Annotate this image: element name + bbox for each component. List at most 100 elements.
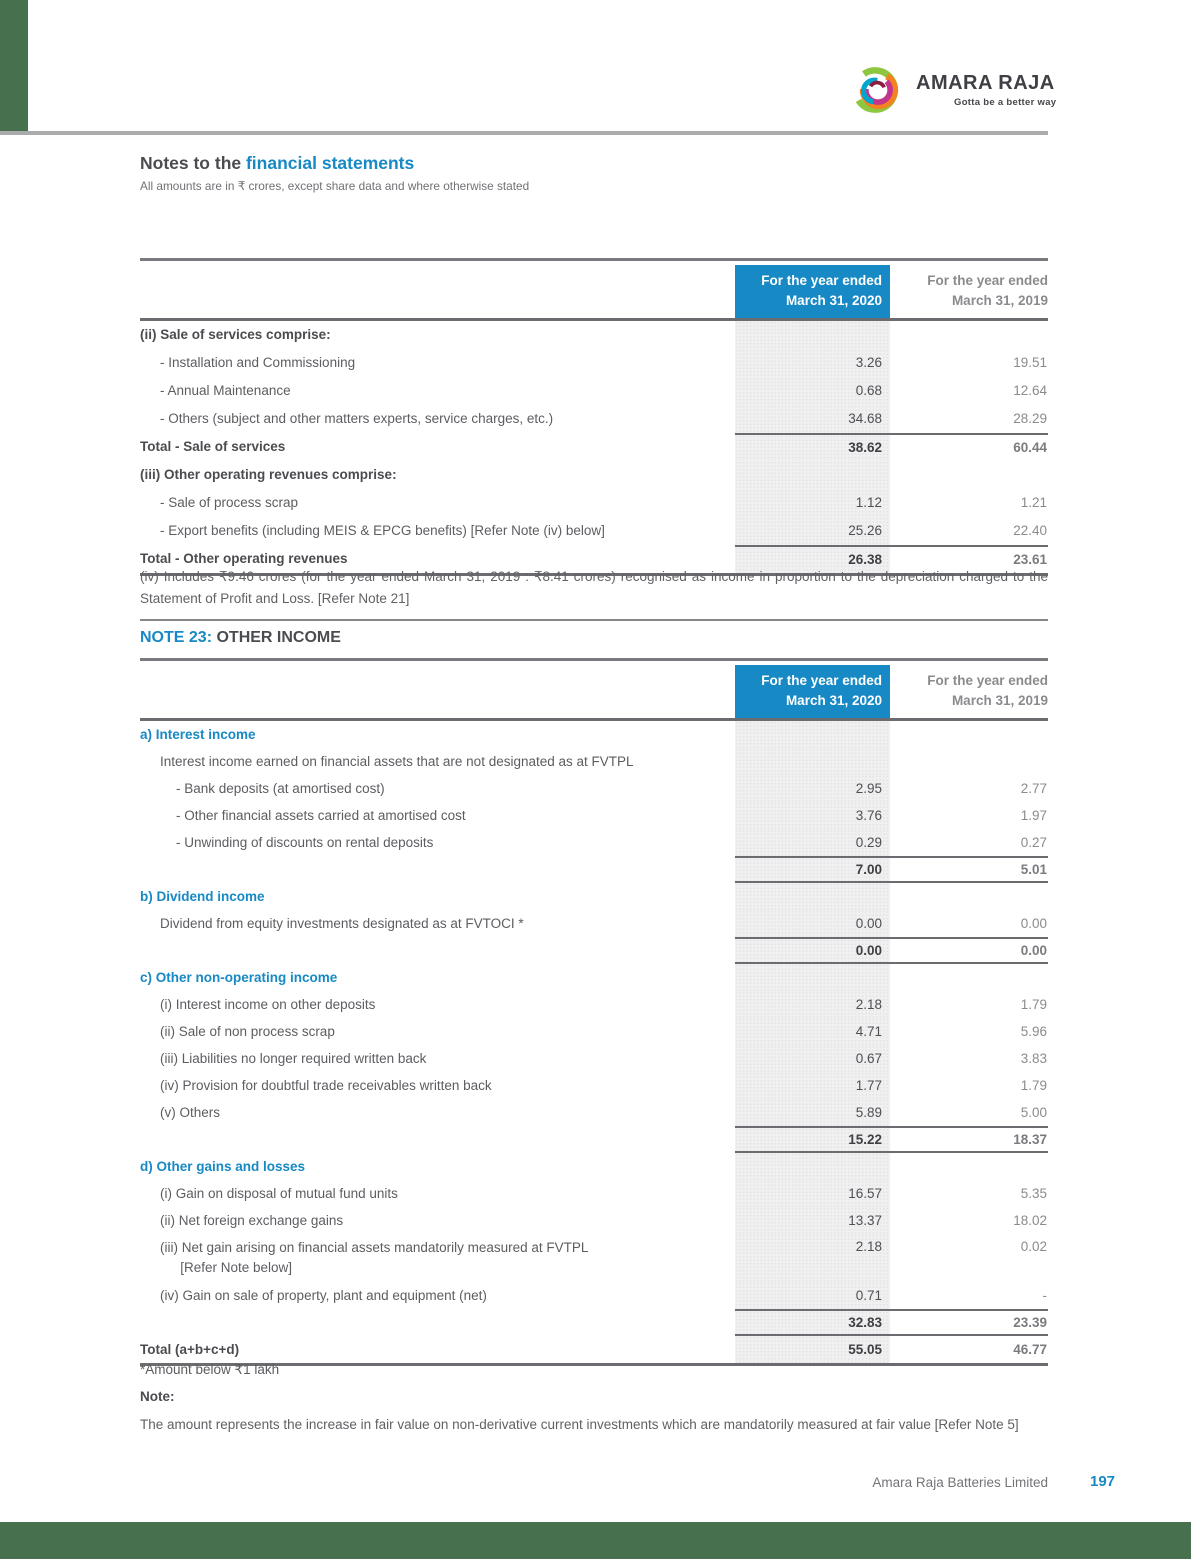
decor-bottom-band [0, 1522, 1191, 1559]
row-label: (iv) Gain on sale of property, plant and… [160, 1287, 487, 1303]
value-fy2020: 26.38 [735, 544, 890, 573]
value-fy2020: 2.18 [735, 990, 890, 1018]
value-fy2020: 38.62 [735, 432, 890, 461]
row-label: - Other financial assets carried at amor… [176, 807, 466, 823]
row-label: (iv) Provision for doubtful trade receiv… [160, 1077, 492, 1093]
value-fy2020 [735, 460, 890, 489]
row-label [140, 937, 735, 964]
row-label: (i) Gain on disposal of mutual fund unit… [160, 1185, 398, 1201]
table-row: b) Dividend income [140, 882, 1048, 910]
note-23-title: OTHER INCOME [216, 629, 341, 646]
table-row: - Bank deposits (at amortised cost) 2.95 2… [140, 774, 1048, 802]
brand-name: AMARA RAJA [916, 72, 1055, 94]
value-fy2020: 1.12 [735, 488, 890, 517]
table-row: Total - Sale of services 38.62 60.44 [140, 432, 1048, 461]
value-fy2020: 16.57 [735, 1179, 890, 1207]
page-title: Notes to the financial statements [140, 153, 414, 174]
value-fy2020: 25.26 [735, 516, 890, 545]
row-label: - Sale of process scrap [160, 495, 299, 510]
row-label: (i) Interest income on other deposits [160, 996, 376, 1012]
value-fy2020: 2.18 [735, 1233, 890, 1282]
row-label: (iii) Net gain arising on financial asse… [160, 1239, 589, 1276]
table-row: (i) Interest income on other deposits 2.1… [140, 990, 1048, 1018]
row-label: a) Interest income [140, 726, 256, 742]
table-row: Total (a+b+c+d) 55.05 46.77 [140, 1335, 1048, 1366]
value-fy2019: 1.79 [1020, 1077, 1047, 1093]
header-spacer [140, 661, 735, 718]
table-header-row: For the year ended March 31, 2020 For the… [140, 258, 1048, 321]
value-fy2019: 0.27 [1020, 834, 1047, 850]
row-label: (ii) Net foreign exchange gains [160, 1212, 344, 1228]
row-label: c) Other non-operating income [140, 969, 338, 985]
value-fy2020: 13.37 [735, 1206, 890, 1234]
row-label [140, 1309, 735, 1336]
table-row: 32.83 23.39 [140, 1308, 1048, 1336]
value-fy2019: 0.00 [1020, 915, 1047, 931]
column-header-fy2020: For the year ended March 31, 2020 [735, 265, 890, 318]
header-spacer [140, 261, 735, 318]
table-row: (iii) Liabilities no longer required wri… [140, 1044, 1048, 1072]
table-row: - Sale of process scrap 1.12 1.21 [140, 488, 1048, 517]
value-fy2020: 3.26 [735, 348, 890, 377]
table-row: - Other financial assets carried at amor… [140, 801, 1048, 829]
table-row: a) Interest income [140, 720, 1048, 748]
value-fy2020 [735, 1152, 890, 1180]
row-label: Total - Other operating revenues [140, 551, 348, 566]
table-row: Total - Other operating revenues 26.38 23.… [140, 544, 1048, 576]
amount-footnote: *Amount below ₹1 lakh [140, 1362, 280, 1377]
value-fy2019: 0.00 [890, 936, 1048, 964]
table-row: (v) Others 5.89 5.00 [140, 1098, 1048, 1126]
footer-page-number: 197 [1090, 1473, 1116, 1490]
table-row: Dividend from equity investments designa… [140, 909, 1048, 937]
page-subtitle: All amounts are in ₹ crores, except shar… [140, 179, 530, 193]
table-row: - Installation and Commissioning 3.26 19.5… [140, 348, 1048, 377]
table-row: (ii) Net foreign exchange gains 13.37 18.0… [140, 1206, 1048, 1234]
value-fy2019: 5.96 [1020, 1023, 1047, 1039]
value-fy2020 [735, 720, 890, 748]
table-row: - Unwinding of discounts on rental depos… [140, 828, 1048, 856]
row-label: - Export benefits (including MEIS & EPCG… [160, 523, 605, 538]
header-divider [0, 131, 1048, 135]
value-fy2019: 28.29 [1013, 411, 1047, 426]
column-header-fy2019: For the year ended March 31, 2019 [927, 273, 1048, 309]
table-row: (iv) Provision for doubtful trade receiv… [140, 1071, 1048, 1099]
table-row: - Annual Maintenance 0.68 12.64 [140, 376, 1048, 405]
brand-logo-text: AMARA RAJA Gotta be a better way [916, 72, 1056, 108]
value-fy2019: 1.97 [1020, 807, 1047, 823]
row-label: (ii) Sale of non process scrap [160, 1023, 335, 1039]
value-fy2020: 0.67 [735, 1044, 890, 1072]
value-fy2020: 1.77 [735, 1071, 890, 1099]
value-fy2020: 0.68 [735, 376, 890, 405]
table-row: 0.00 0.00 [140, 936, 1048, 964]
sale-of-services-table: For the year ended March 31, 2020 For the… [140, 258, 1048, 576]
value-fy2019: 3.83 [1020, 1050, 1047, 1066]
table-row: Interest income earned on financial asse… [140, 747, 1048, 775]
value-fy2019 [890, 721, 1048, 748]
value-fy2019: 18.37 [890, 1125, 1048, 1153]
other-income-table: For the year ended March 31, 2020 For the… [140, 658, 1048, 1366]
value-fy2020: 0.00 [735, 909, 890, 937]
row-label: Interest income earned on financial asse… [160, 753, 634, 769]
value-fy2020: 3.76 [735, 801, 890, 829]
table-row: 15.22 18.37 [140, 1125, 1048, 1153]
row-label: b) Dividend income [140, 888, 265, 904]
value-fy2020: 15.22 [735, 1125, 890, 1153]
table-row: - Export benefits (including MEIS & EPCG… [140, 516, 1048, 545]
table-row: d) Other gains and losses [140, 1152, 1048, 1180]
table-row: (ii) Sale of non process scrap 4.71 5.96 [140, 1017, 1048, 1045]
value-fy2019: 2.77 [1020, 780, 1047, 796]
brand-logo-swirl-icon [852, 67, 899, 113]
value-fy2020: 7.00 [735, 855, 890, 883]
note-23-number: NOTE 23: [140, 629, 217, 646]
value-fy2019: 19.51 [1013, 355, 1047, 370]
value-fy2019 [890, 321, 1048, 349]
value-fy2020 [735, 747, 890, 775]
value-fy2020: 34.68 [735, 404, 890, 433]
value-fy2019: 5.00 [1020, 1104, 1047, 1120]
row-label: (iii) Liabilities no longer required wri… [160, 1050, 427, 1066]
table-row: - Others (subject and other matters expe… [140, 404, 1048, 433]
value-fy2020 [735, 963, 890, 991]
value-fy2019: 5.35 [1020, 1185, 1047, 1201]
value-fy2020: 32.83 [735, 1308, 890, 1336]
